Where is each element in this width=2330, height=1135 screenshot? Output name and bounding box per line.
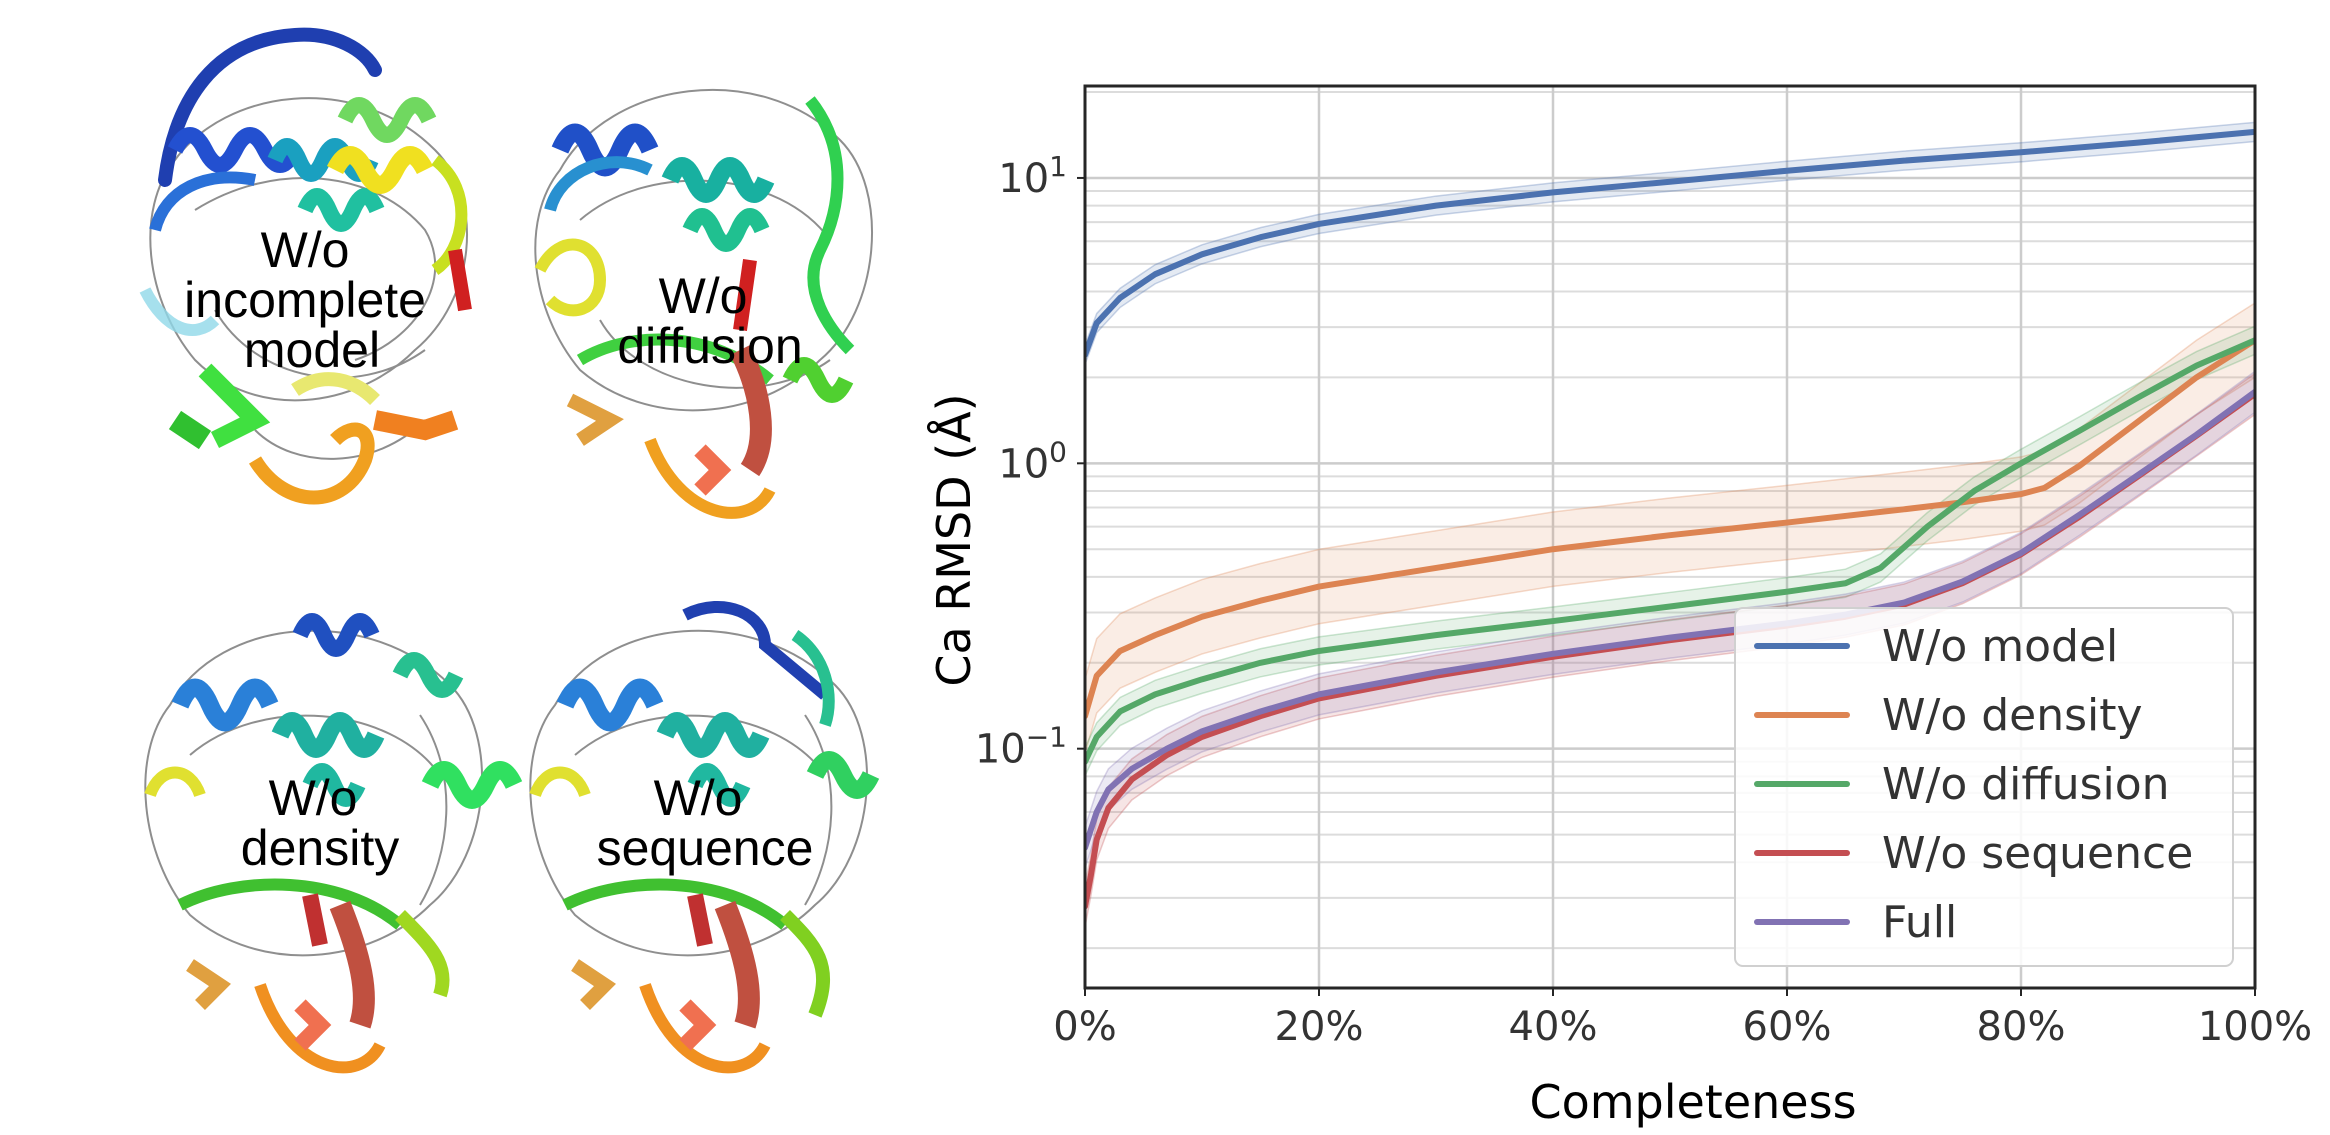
- x-tick-label: 0%: [1053, 1004, 1116, 1050]
- panel-label-line: W/o: [261, 222, 350, 278]
- series-band: [1085, 325, 2255, 777]
- svg-text:W/o diffusion: W/o diffusion: [617, 268, 802, 374]
- panel-label-line: W/o: [269, 770, 358, 826]
- x-tick-label: 80%: [1977, 1004, 2066, 1050]
- panel-label-line: W/o: [654, 770, 743, 826]
- x-axis-ticks: 0% 20% 40% 60% 80% 100%: [1053, 988, 2312, 1050]
- series-band: [1085, 121, 2255, 365]
- plot-frame: [1083, 84, 2257, 990]
- x-tick-label: 100%: [2198, 1004, 2312, 1050]
- series-band: [1085, 372, 2255, 928]
- panel-label-line: sequence: [597, 820, 814, 876]
- x-tick-label: 40%: [1509, 1004, 1598, 1050]
- series-line: [1085, 337, 2255, 720]
- x-tick-label: 60%: [1743, 1004, 1832, 1050]
- x-axis-label: Completeness: [1529, 1075, 1856, 1129]
- svg-text:W/o sequence: W/o sequence: [597, 770, 814, 876]
- svg-text:W/o incomplete: W/o incomplete model: [184, 222, 440, 378]
- legend-label: W/o sequence: [1882, 828, 2193, 879]
- legend: W/o model W/o density W/o diffusion W/o seq…: [1734, 607, 2234, 967]
- y-axis-label: Ca RMSD (Å): [927, 393, 981, 686]
- series-line: [1085, 128, 2255, 358]
- structure-panel-sequence: W/o sequence: [529, 600, 880, 1074]
- panel-label-line: incomplete: [184, 272, 426, 328]
- protein-structures: W/o incomplete model: [139, 27, 880, 1074]
- panel-label-line: W/o: [659, 268, 748, 324]
- series-band: [1085, 370, 2255, 869]
- legend-label: W/o diffusion: [1882, 759, 2170, 810]
- x-tick-label: 20%: [1275, 1004, 1364, 1050]
- y-tick-label: 10−1: [975, 721, 1067, 773]
- series-line: [1085, 388, 2255, 851]
- series-line: [1085, 337, 2255, 765]
- structure-panel-density: W/o density: [144, 613, 523, 1074]
- panel-label-line: model: [244, 322, 380, 378]
- confidence-bands: [1085, 121, 2255, 928]
- y-tick-label: 101: [998, 150, 1067, 202]
- legend-label: W/o density: [1882, 690, 2143, 741]
- series-band: [1085, 302, 2255, 754]
- structure-panel-incomplete-model: W/o incomplete model: [139, 27, 472, 505]
- legend-label: Full: [1882, 897, 1957, 948]
- legend-box: [1734, 607, 2234, 967]
- svg-text:W/o density: W/o density: [241, 770, 399, 876]
- panel-label-line: density: [241, 820, 399, 876]
- y-axis-ticks: 10−1 100 101: [975, 150, 1085, 773]
- panel-label-line: diffusion: [617, 318, 802, 374]
- grid-minor: [1085, 91, 2255, 950]
- legend-label: W/o model: [1882, 621, 2118, 672]
- rmsd-chart: 0% 20% 40% 60% 80% 100% 10−1 100 101 Completene…: [927, 84, 2312, 1129]
- y-tick-label: 100: [998, 435, 1067, 487]
- structure-panel-diffusion: W/o diffusion: [534, 89, 873, 519]
- series-lines: [1085, 128, 2255, 910]
